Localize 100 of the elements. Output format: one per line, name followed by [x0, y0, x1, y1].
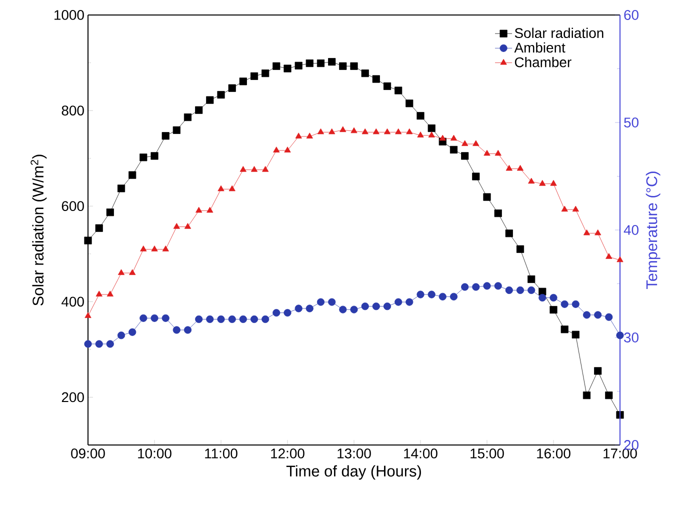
- legend-label: Ambient: [514, 42, 566, 53]
- point: [95, 340, 103, 348]
- point: [428, 124, 436, 132]
- point: [550, 306, 558, 314]
- point: [616, 411, 624, 419]
- point: [117, 184, 126, 192]
- x-tick-label: 11:00: [205, 448, 238, 458]
- point: [516, 286, 524, 294]
- point: [294, 62, 302, 70]
- y-tick-label: 400: [62, 296, 84, 307]
- x-tick-label: 12:00: [271, 448, 304, 458]
- point: [616, 332, 624, 340]
- y-tick-label: 200: [62, 392, 84, 402]
- point: [240, 166, 246, 172]
- point: [162, 314, 170, 322]
- point: [294, 304, 302, 312]
- point: [383, 302, 392, 310]
- point: [583, 229, 590, 236]
- point: [184, 113, 192, 122]
- point: [461, 152, 469, 160]
- point: [561, 206, 568, 212]
- point: [594, 311, 602, 319]
- x-tick-label: 13:00: [338, 448, 371, 458]
- x-tick-label: 14:00: [404, 448, 438, 458]
- point: [262, 315, 270, 324]
- point: [594, 367, 602, 375]
- x-tick-label: 09:00: [71, 448, 105, 458]
- point: [217, 91, 225, 99]
- point: [506, 164, 512, 171]
- point: [184, 326, 192, 334]
- point: [284, 146, 291, 152]
- point: [317, 128, 324, 134]
- point: [372, 128, 380, 134]
- y2-tick-label: 50: [624, 118, 638, 128]
- point: [438, 292, 446, 300]
- point: [450, 292, 458, 300]
- point: [484, 150, 490, 156]
- point: [117, 332, 126, 340]
- point: [206, 96, 214, 104]
- point: [384, 128, 391, 134]
- point: [528, 286, 536, 294]
- point: [560, 326, 568, 334]
- point: [362, 128, 368, 134]
- x-tick-label: 15:00: [470, 448, 504, 458]
- point: [206, 206, 214, 213]
- x-tick-label: 17:00: [604, 448, 637, 458]
- point: [538, 294, 546, 302]
- point: [316, 298, 325, 306]
- point: [195, 106, 203, 114]
- point: [96, 290, 102, 296]
- point: [516, 164, 524, 171]
- point: [239, 315, 247, 324]
- point: [550, 294, 558, 302]
- y-tick-label: 1000: [54, 10, 84, 20]
- point: [84, 236, 92, 244]
- point: [428, 290, 436, 298]
- point: [539, 180, 546, 186]
- point: [350, 62, 358, 70]
- point: [228, 185, 236, 192]
- point: [328, 128, 336, 134]
- point: [582, 311, 591, 319]
- point: [494, 150, 502, 156]
- point: [306, 304, 314, 312]
- point: [483, 193, 491, 201]
- y-tick-label: 800: [62, 106, 84, 116]
- point: [140, 314, 148, 322]
- point: [605, 392, 613, 400]
- point: [118, 269, 125, 275]
- point: [106, 340, 114, 348]
- point: [306, 132, 313, 138]
- point: [284, 64, 292, 72]
- point: [472, 172, 480, 180]
- point: [162, 132, 170, 140]
- point: [361, 302, 369, 310]
- point: [106, 290, 114, 296]
- legend-label: Chamber: [514, 56, 572, 68]
- point: [572, 300, 580, 308]
- point: [239, 78, 247, 86]
- point: [572, 206, 579, 212]
- point: [416, 112, 424, 120]
- point: [462, 140, 468, 146]
- point: [572, 330, 580, 338]
- point: [361, 69, 369, 78]
- point: [162, 246, 169, 252]
- point: [394, 86, 402, 94]
- point: [550, 180, 557, 186]
- point: [339, 62, 347, 70]
- point: [262, 166, 269, 172]
- point: [228, 315, 236, 324]
- point: [428, 132, 435, 138]
- point: [217, 315, 225, 324]
- point: [172, 126, 180, 134]
- y2-axis-title: Temperature (°C): [646, 172, 660, 289]
- point: [206, 315, 214, 324]
- point: [272, 62, 280, 70]
- point: [129, 269, 136, 275]
- point: [616, 256, 624, 262]
- point: [483, 282, 491, 290]
- point: [417, 132, 424, 138]
- point: [128, 171, 136, 179]
